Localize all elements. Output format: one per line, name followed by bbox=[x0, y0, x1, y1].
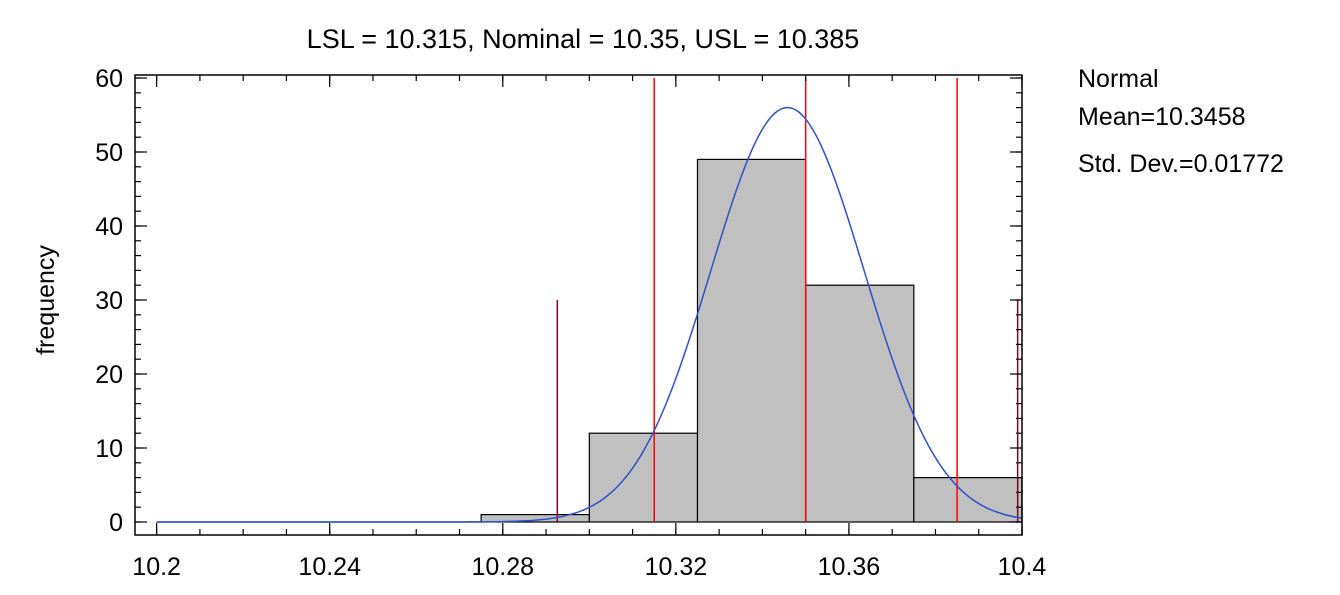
x-tick-label: 10.24 bbox=[298, 553, 361, 581]
y-tick-label: 0 bbox=[109, 509, 123, 537]
y-tick-label: 60 bbox=[95, 65, 123, 93]
plot-area: 10.2 10.24 10.28 10.32 10.36 10.4 0 10 20 30 40 50… bbox=[95, 65, 1046, 581]
x-tick-label: 10.28 bbox=[471, 553, 534, 581]
y-axis-ticks: 0 10 20 30 40 50 60 bbox=[95, 65, 1022, 537]
histogram-bar-6 bbox=[805, 284, 915, 523]
legend-mean: Mean=10.3458 bbox=[1078, 103, 1246, 131]
histogram-bars bbox=[156, 158, 1023, 523]
legend-distribution-name: Normal bbox=[1078, 65, 1159, 93]
sigma-limit-lines bbox=[556, 300, 1019, 522]
histogram-bar-4 bbox=[588, 432, 699, 523]
y-tick-label: 10 bbox=[95, 435, 123, 463]
plot-frame bbox=[134, 74, 1023, 536]
y-tick-label: 20 bbox=[95, 361, 123, 389]
x-tick-label: 10.4 bbox=[998, 553, 1047, 581]
legend-std-dev: Std. Dev.=0.01772 bbox=[1078, 150, 1284, 178]
y-axis-label: frequency bbox=[32, 245, 60, 355]
y-tick-label: 30 bbox=[95, 287, 123, 315]
x-tick-label: 10.32 bbox=[645, 553, 708, 581]
x-tick-label: 10.36 bbox=[818, 553, 881, 581]
x-axis-ticks: 10.2 10.24 10.28 10.32 10.36 10.4 bbox=[132, 75, 1046, 581]
spec-limit-lines bbox=[653, 78, 958, 522]
chart-title: LSL = 10.315, Nominal = 10.35, USL = 10.… bbox=[307, 24, 860, 54]
histogram-bar-5 bbox=[696, 158, 807, 523]
distribution-legend: Normal Mean=10.3458 Std. Dev.=0.01772 bbox=[1078, 65, 1284, 178]
y-tick-label: 40 bbox=[95, 213, 123, 241]
normal-curve bbox=[156, 106, 1023, 523]
y-tick-label: 50 bbox=[95, 139, 123, 167]
x-tick-label: 10.2 bbox=[132, 553, 181, 581]
